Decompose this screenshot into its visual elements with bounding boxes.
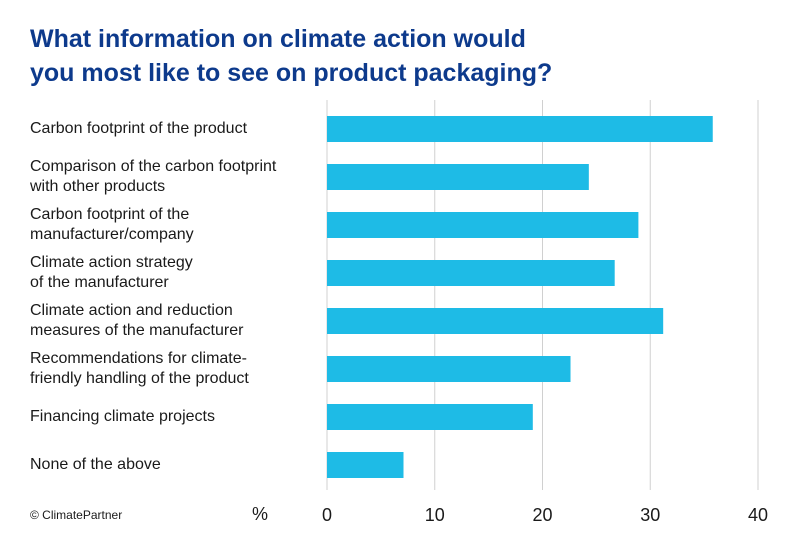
category-label-2-line-1: Comparison of the carbon footprint — [30, 158, 277, 175]
category-label-2-line-2: with other products — [30, 178, 166, 195]
bar-6 — [327, 356, 571, 382]
category-label-6: Recommendations for climate-friendly han… — [30, 349, 320, 389]
bar-7 — [327, 404, 533, 430]
category-label-4-line-2: of the manufacturer — [30, 274, 169, 291]
bar-3 — [327, 212, 639, 238]
copyright-credit: © ClimatePartner — [30, 508, 123, 522]
category-label-8-line-1: None of the above — [30, 456, 161, 473]
category-label-1: Carbon footprint of the product — [30, 119, 320, 139]
category-label-6-line-2: friendly handling of the product — [30, 370, 249, 387]
chart-title-line-2: you most like to see on product packagin… — [30, 59, 553, 87]
bar-1 — [327, 116, 713, 142]
x-tick-label-20: 20 — [532, 505, 552, 525]
category-label-1-line-1: Carbon footprint of the product — [30, 120, 248, 137]
category-label-8: None of the above — [30, 455, 320, 475]
category-label-2: Comparison of the carbon footprint with o… — [30, 157, 320, 197]
category-label-3: Carbon footprint of the manufacturer/comp… — [30, 205, 320, 245]
bar-4 — [327, 260, 615, 286]
x-axis-unit-label: % — [252, 504, 269, 524]
category-label-4: Climate action strategy of the manufactur… — [30, 253, 320, 293]
bar-8 — [327, 452, 404, 478]
x-tick-label-30: 30 — [640, 505, 660, 525]
chart-title-line-1: What information on climate action would — [30, 25, 526, 53]
x-tick-label-10: 10 — [425, 505, 445, 525]
category-label-7: Financing climate projects — [30, 407, 320, 427]
category-label-4-line-1: Climate action strategy — [30, 254, 193, 271]
category-label-5-line-1: Climate action and reduction — [30, 302, 233, 319]
category-label-3-line-2: manufacturer/company — [30, 226, 194, 243]
x-tick-label-40: 40 — [748, 505, 768, 525]
bar-5 — [327, 308, 664, 334]
bar-2 — [327, 164, 589, 190]
category-label-5-line-2: measures of the manufacturer — [30, 322, 244, 339]
chart-title: What information on climate action would… — [30, 22, 630, 90]
category-label-5: Climate action and reduction measures of … — [30, 301, 320, 341]
x-tick-label-0: 0 — [322, 505, 332, 525]
category-label-7-line-1: Financing climate projects — [30, 408, 215, 425]
category-label-6-line-1: Recommendations for climate- — [30, 350, 247, 367]
category-label-3-line-1: Carbon footprint of the — [30, 206, 190, 223]
